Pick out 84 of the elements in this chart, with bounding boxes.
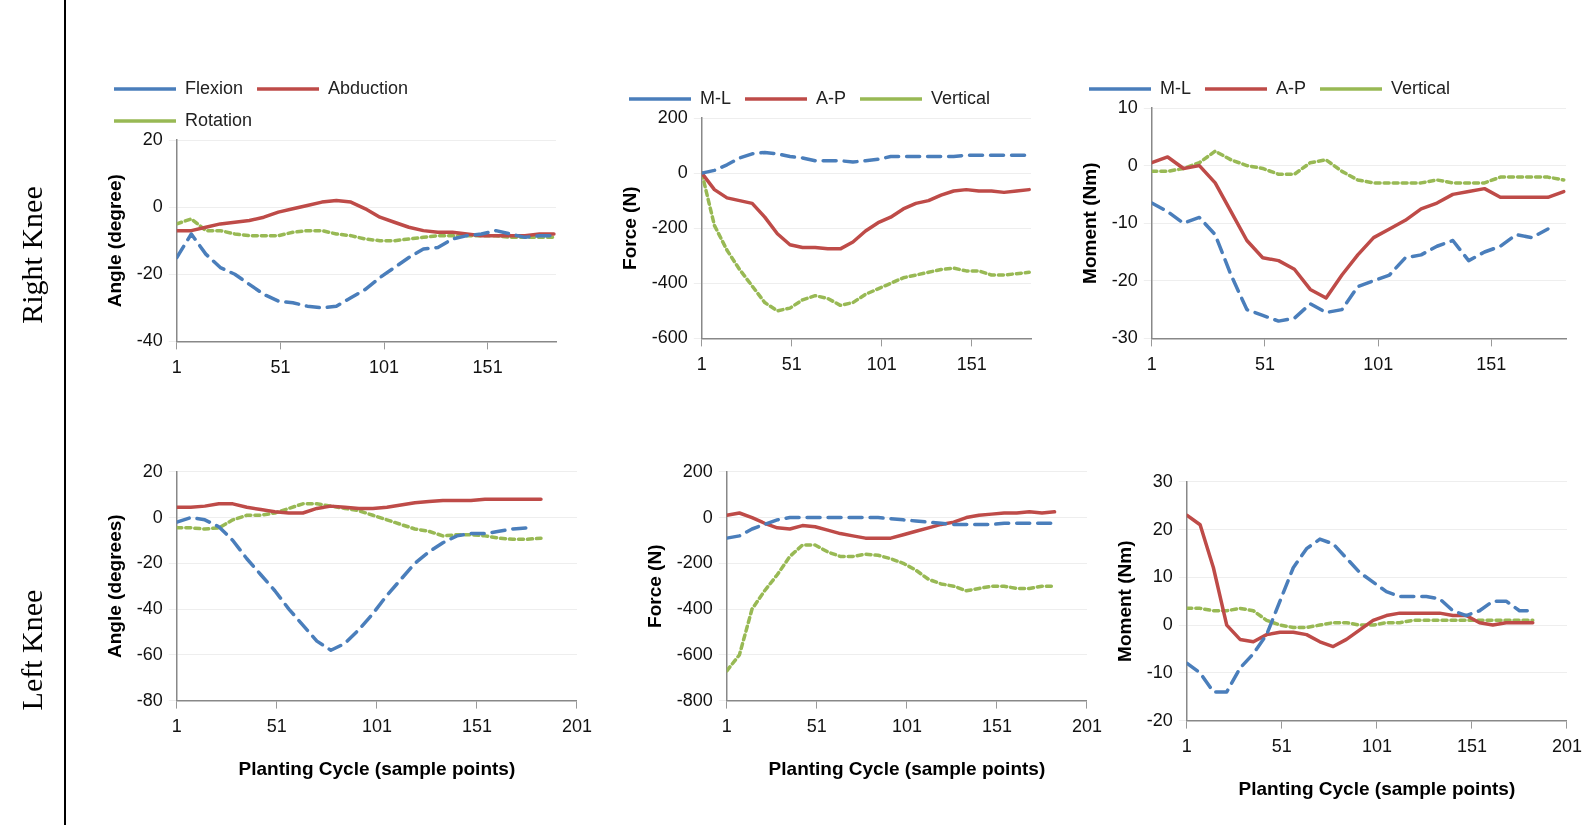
- y-tick-label: -200: [651, 217, 688, 238]
- y-tick-label: -600: [651, 327, 688, 348]
- y-axis-title: Angle (degrees): [103, 514, 125, 658]
- line-series: [1186, 606, 1535, 630]
- y-tick-label: 10: [1117, 96, 1138, 117]
- text: Left Knee: [15, 589, 49, 711]
- legend-label: Flexion: [185, 77, 244, 98]
- x-axis-title: Planting Cycle (sample points): [238, 757, 516, 779]
- y-tick-label: -60: [136, 643, 163, 664]
- x-tick-label: 1: [171, 357, 182, 378]
- y-tick-label: -40: [136, 598, 163, 619]
- y-tick-label: -40: [136, 330, 163, 351]
- x-tick-label: 201: [1551, 736, 1583, 757]
- x-tick-label: 151: [472, 357, 503, 378]
- y-tick-label: -800: [676, 689, 713, 710]
- y-tick-label: -20: [1146, 709, 1173, 730]
- x-tick-label: 1: [1146, 354, 1157, 375]
- y-tick-label: 30: [1152, 470, 1173, 491]
- x-tick-label: 1: [1181, 736, 1192, 757]
- y-tick-label: 0: [152, 506, 163, 527]
- x-tick-label: 151: [981, 716, 1012, 737]
- legend-label: Abduction: [328, 77, 409, 98]
- x-tick-label: 51: [1271, 736, 1292, 757]
- y-tick-label: 0: [1162, 614, 1173, 635]
- y-tick-label: -20: [136, 552, 163, 573]
- x-tick-label: 151: [956, 354, 987, 375]
- legend-label: Rotation: [185, 109, 253, 130]
- y-tick-label: -20: [1111, 269, 1138, 290]
- y-tick-label: 200: [682, 460, 713, 481]
- y-tick-label: 20: [142, 128, 163, 149]
- x-tick-label: 1: [696, 354, 707, 375]
- x-tick-label: 51: [806, 716, 827, 737]
- y-axis-title: Moment (Nm): [1078, 162, 1100, 284]
- y-tick-label: -600: [676, 643, 713, 664]
- line-series: [176, 217, 556, 243]
- x-tick-label: 151: [1476, 354, 1507, 375]
- y-axis-title: Moment (Nm): [1113, 540, 1135, 662]
- line-series: [1151, 201, 1550, 323]
- y-tick-label: 20: [142, 460, 163, 481]
- y-tick-label: -20: [136, 263, 163, 284]
- x-tick-label: 51: [270, 357, 291, 378]
- legend-label: Vertical: [931, 87, 991, 108]
- y-tick-label: -400: [676, 598, 713, 619]
- y-tick-label: 0: [1127, 154, 1138, 175]
- x-tick-label: 51: [781, 354, 802, 375]
- x-tick-label: 151: [461, 716, 492, 737]
- legend-label: Vertical: [1391, 77, 1451, 98]
- x-tick-label: 101: [369, 357, 400, 378]
- y-tick-label: -10: [1111, 212, 1138, 233]
- legend-label: A-P: [816, 87, 847, 108]
- x-tick-label: 201: [561, 716, 593, 737]
- legend-label: A-P: [1276, 77, 1307, 98]
- y-tick-label: 20: [1152, 518, 1173, 539]
- y-axis-title: Force (N): [618, 186, 640, 270]
- y-tick-label: -200: [676, 552, 713, 573]
- x-tick-label: 101: [1361, 736, 1392, 757]
- y-axis-title: Force (N): [643, 544, 665, 628]
- y-tick-label: 10: [1152, 566, 1173, 587]
- y-tick-label: -400: [651, 272, 688, 293]
- text: Right Knee: [15, 185, 49, 324]
- y-tick-label: -30: [1111, 327, 1138, 348]
- x-tick-label: 1: [721, 716, 732, 737]
- y-tick-label: 0: [702, 506, 713, 527]
- legend-label: M-L: [700, 87, 731, 108]
- y-tick-label: 200: [657, 106, 688, 127]
- x-tick-label: 51: [1254, 354, 1275, 375]
- line-series: [176, 515, 529, 653]
- x-tick-label: 51: [266, 716, 287, 737]
- x-tick-label: 201: [1071, 716, 1103, 737]
- x-tick-label: 1: [171, 716, 182, 737]
- y-tick-label: -10: [1146, 661, 1173, 682]
- x-axis-title: Planting Cycle (sample points): [768, 757, 1046, 779]
- legend-label: M-L: [1160, 77, 1191, 98]
- line-series: [176, 502, 543, 542]
- x-tick-label: 151: [1456, 736, 1487, 757]
- x-axis-title: Planting Cycle (sample points): [1238, 777, 1516, 799]
- x-tick-label: 101: [1363, 354, 1394, 375]
- x-tick-label: 101: [866, 354, 897, 375]
- x-tick-label: 101: [361, 716, 392, 737]
- x-tick-label: 101: [891, 716, 922, 737]
- y-tick-label: -80: [136, 689, 163, 710]
- y-tick-label: 0: [152, 196, 163, 217]
- y-tick-label: 0: [677, 162, 688, 183]
- y-axis-title: Angle (degree): [103, 174, 125, 308]
